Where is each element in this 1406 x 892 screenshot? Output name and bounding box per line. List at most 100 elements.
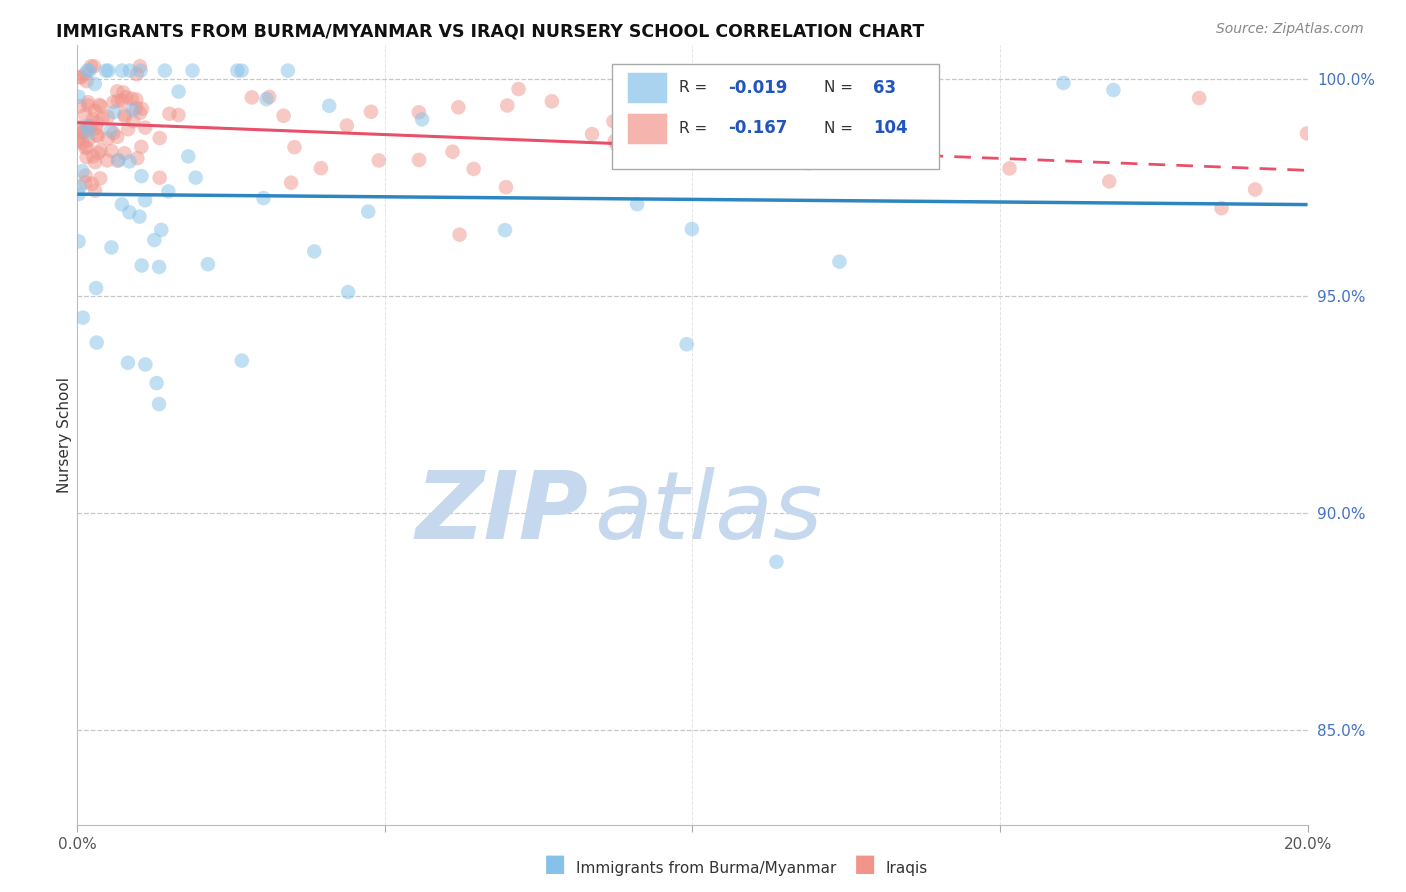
Point xyxy=(75,175,97,189)
Point xyxy=(100,123,122,137)
Point xyxy=(494,223,516,237)
Point xyxy=(76,119,98,133)
Point xyxy=(149,170,172,185)
Text: -0.167: -0.167 xyxy=(728,120,787,137)
Point xyxy=(811,108,834,122)
Point xyxy=(131,102,153,116)
Point xyxy=(111,63,134,78)
Point xyxy=(1188,91,1211,105)
Point xyxy=(90,99,112,113)
Point xyxy=(86,128,108,142)
Point xyxy=(83,77,105,91)
Point xyxy=(103,95,125,109)
Point xyxy=(606,138,628,153)
Point xyxy=(67,131,90,145)
Point xyxy=(357,204,380,219)
Point xyxy=(112,86,135,100)
Point xyxy=(100,144,122,158)
Point xyxy=(1052,76,1074,90)
Point xyxy=(105,130,128,145)
Point xyxy=(84,184,107,198)
Point xyxy=(97,131,120,145)
Point xyxy=(449,227,471,242)
Point xyxy=(145,376,167,390)
Point xyxy=(252,191,274,205)
FancyBboxPatch shape xyxy=(627,72,666,103)
Point xyxy=(167,108,190,122)
Point xyxy=(80,119,103,133)
Point xyxy=(103,126,125,140)
Point xyxy=(87,145,110,160)
Point xyxy=(67,134,90,148)
Text: Iraqis: Iraqis xyxy=(886,861,928,876)
Point xyxy=(76,140,98,154)
Point xyxy=(96,153,118,168)
Point xyxy=(408,153,430,167)
Point xyxy=(127,151,149,165)
Point xyxy=(283,140,305,154)
Point xyxy=(496,98,519,112)
Text: -0.019: -0.019 xyxy=(728,78,787,96)
Point xyxy=(67,70,90,85)
Point xyxy=(100,240,122,254)
Point xyxy=(131,169,153,183)
Point xyxy=(105,84,128,98)
Point xyxy=(304,244,326,259)
Point xyxy=(131,259,153,273)
Point xyxy=(411,112,433,127)
Point xyxy=(107,153,129,168)
Point xyxy=(336,119,359,133)
Point xyxy=(125,67,148,81)
Point xyxy=(89,98,111,112)
Text: R =: R = xyxy=(679,120,707,136)
Point xyxy=(129,59,152,73)
Point xyxy=(277,63,299,78)
Point xyxy=(114,146,136,161)
Point xyxy=(273,109,295,123)
Point xyxy=(337,285,360,299)
Point xyxy=(259,90,281,104)
Point xyxy=(83,59,105,73)
Point xyxy=(118,63,141,78)
Point xyxy=(675,337,697,351)
Point xyxy=(86,116,108,130)
Point xyxy=(118,154,141,169)
Point xyxy=(97,110,120,124)
Point xyxy=(75,169,97,183)
Point xyxy=(143,233,166,247)
Point xyxy=(122,114,145,128)
Text: ■: ■ xyxy=(853,852,876,876)
Point xyxy=(77,120,100,134)
Point xyxy=(80,177,103,191)
Point xyxy=(72,310,94,325)
Point xyxy=(67,120,90,135)
Point xyxy=(67,235,90,249)
Point xyxy=(256,92,278,106)
Point xyxy=(150,223,173,237)
Point xyxy=(76,63,98,78)
Point xyxy=(77,95,100,110)
Point xyxy=(82,149,104,163)
Point xyxy=(360,104,382,119)
Point xyxy=(495,180,517,194)
Point xyxy=(122,103,145,117)
Point xyxy=(1211,201,1233,215)
Text: IMMIGRANTS FROM BURMA/MYANMAR VS IRAQI NURSERY SCHOOL CORRELATION CHART: IMMIGRANTS FROM BURMA/MYANMAR VS IRAQI N… xyxy=(56,22,925,40)
Point xyxy=(84,281,107,295)
Point xyxy=(134,194,156,208)
Point xyxy=(107,153,129,167)
Point xyxy=(131,140,153,154)
Point xyxy=(280,176,302,190)
Point xyxy=(69,179,91,194)
Point xyxy=(125,101,148,115)
Point xyxy=(463,161,485,176)
Point xyxy=(149,131,172,145)
Point xyxy=(581,127,603,141)
Point xyxy=(107,94,129,108)
Point xyxy=(111,94,134,108)
Point xyxy=(148,397,170,411)
FancyBboxPatch shape xyxy=(627,112,666,144)
Point xyxy=(1102,83,1125,97)
Point xyxy=(129,106,152,120)
Text: N =: N = xyxy=(824,120,853,136)
